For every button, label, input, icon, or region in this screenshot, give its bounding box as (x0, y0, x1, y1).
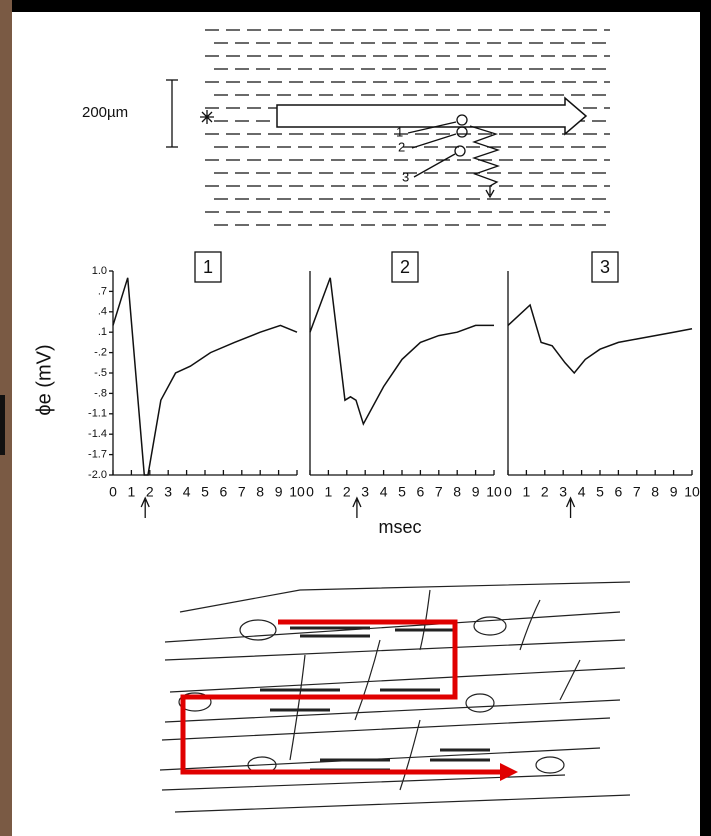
x-tick-label: 8 (453, 484, 461, 500)
x-tick-label: 2 (146, 484, 154, 500)
x-tick-label: 4 (578, 484, 586, 500)
x-tick-label: 1 (325, 484, 333, 500)
y-tick-label: -.8 (94, 387, 107, 399)
electrode-leader (407, 121, 457, 178)
x-tick-label: 6 (220, 484, 228, 500)
electrode-label: 2 (398, 139, 405, 154)
stimulus-arrow (352, 496, 362, 518)
x-tick-label: 5 (201, 484, 209, 500)
y-axis-label: ϕe (mV) (33, 344, 55, 415)
x-tick-label: 4 (183, 484, 191, 500)
x-tick-label: 0 (306, 484, 314, 500)
x-tick-label: 9 (472, 484, 480, 500)
propagation-arrow (276, 96, 588, 136)
x-tick-label: 7 (633, 484, 641, 500)
chart-title: 1 (203, 257, 213, 277)
title-box (391, 251, 419, 283)
stimulus-arrow (565, 496, 576, 518)
x-tick-label: 10 (486, 484, 502, 500)
chart-title: 3 (600, 257, 610, 277)
y-tick-label: -.2 (94, 347, 107, 359)
x-tick-label: 9 (275, 484, 283, 500)
y-tick-label: -1.1 (88, 408, 107, 420)
signal-line (309, 277, 494, 426)
nucleus (239, 619, 277, 641)
x-tick-label: 0 (504, 484, 512, 500)
x-tick-label: 8 (651, 484, 659, 500)
electrode (456, 114, 468, 126)
nucleus (535, 756, 565, 774)
x-tick-label: 3 (559, 484, 567, 500)
electrode (454, 145, 466, 157)
y-tick-label: -.5 (94, 367, 107, 379)
y-tick-label: -2.0 (88, 469, 107, 481)
x-tick-label: 4 (380, 484, 388, 500)
x-tick-label: 1 (523, 484, 531, 500)
electrode-label: 1 (396, 124, 403, 139)
x-tick-label: 1 (128, 484, 136, 500)
x-tick-label: 3 (361, 484, 369, 500)
zigzag-path (469, 125, 501, 199)
nucleus (473, 616, 507, 636)
chart-title: 2 (400, 257, 410, 277)
side-mark (0, 395, 5, 455)
x-tick-label: 2 (343, 484, 351, 500)
stimulus-arrow (140, 496, 150, 518)
x-tick-label: 10 (684, 484, 700, 500)
nucleus (178, 692, 212, 712)
x-tick-label: 5 (398, 484, 406, 500)
conduction-path (180, 619, 505, 775)
x-tick-label: 10 (289, 484, 305, 500)
x-tick-label: 6 (615, 484, 623, 500)
nucleus (465, 693, 495, 713)
y-tick-label: .7 (98, 285, 107, 297)
x-tick-label: 0 (109, 484, 117, 500)
x-tick-label: 7 (238, 484, 246, 500)
y-tick-label: .1 (98, 326, 107, 338)
electrode-label: 3 (402, 169, 409, 184)
x-tick-label: 3 (164, 484, 172, 500)
x-tick-label: 7 (435, 484, 443, 500)
stimulus-site (200, 110, 214, 124)
y-tick-label: -1.7 (88, 449, 107, 461)
title-box (194, 251, 222, 283)
x-tick-label: 2 (541, 484, 549, 500)
title-box (591, 251, 619, 283)
x-tick-label: 8 (256, 484, 264, 500)
cell-drawing (159, 581, 631, 813)
y-tick-label: .4 (98, 306, 107, 318)
scale-label: 200µm (82, 104, 128, 121)
x-axis-label: msec (378, 517, 421, 537)
side-strip (0, 0, 12, 836)
x-tick-label: 5 (596, 484, 604, 500)
signal-line (507, 303, 693, 375)
signal-line (112, 277, 298, 476)
x-tick-label: 6 (417, 484, 425, 500)
y-tick-label: 1.0 (92, 265, 107, 277)
tissue-diagram: 200µm 1 2 3 (82, 29, 610, 226)
y-tick-label: -1.4 (88, 428, 107, 440)
conduction-arrowhead (500, 763, 518, 781)
x-tick-label: 9 (670, 484, 678, 500)
electrode (456, 126, 468, 138)
